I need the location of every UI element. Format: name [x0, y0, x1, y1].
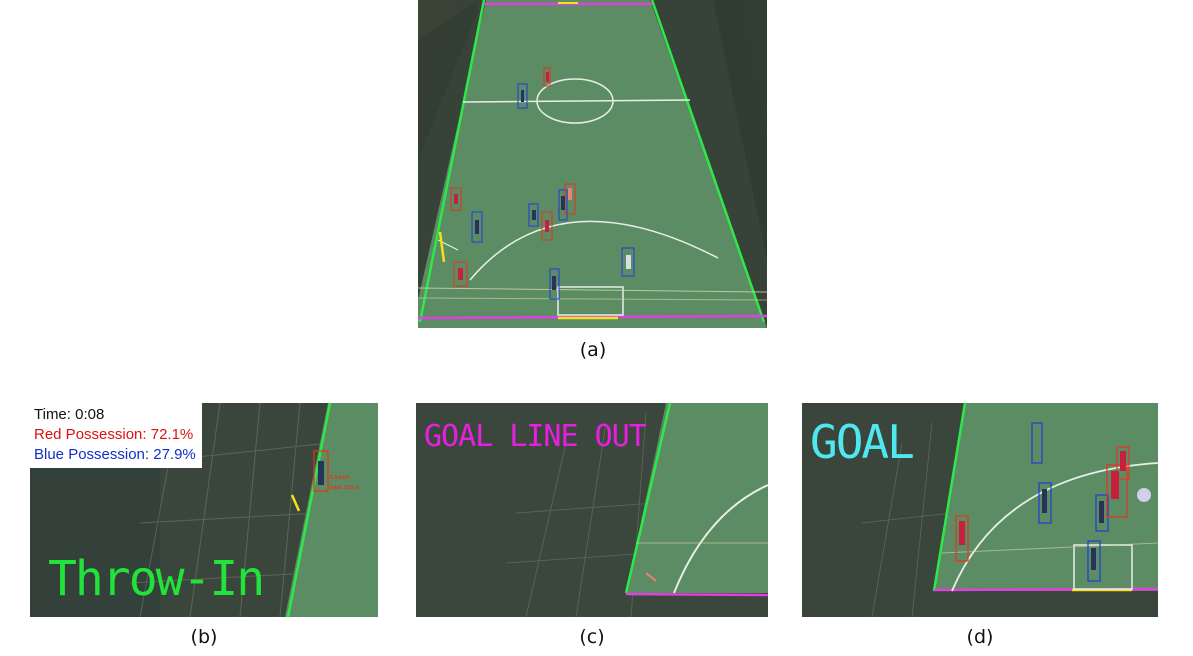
player-boxes [450, 67, 635, 300]
field-overview-image [418, 0, 767, 328]
event-label-throw-in: Throw-In [48, 551, 265, 607]
svg-text:total: 15.6 m: total: 15.6 m [330, 485, 360, 491]
svg-text:6.3 km/h: 6.3 km/h [330, 475, 350, 481]
goal-line-out-image [416, 403, 768, 617]
blue-possession: Blue Possession: 27.9% [34, 446, 196, 463]
panel-b-throw-in: 6.3 km/h total: 15.6 m Time: 0:08 Red Po… [30, 403, 378, 617]
event-label-goal: GOAL [810, 415, 915, 469]
goal-image [802, 403, 1158, 617]
panel-a-field-overview [418, 0, 767, 328]
red-possession: Red Possession: 72.1% [34, 426, 194, 443]
possession-hud: Time: 0:08 Red Possession: 72.1% Blue Po… [30, 403, 202, 468]
event-label-goal-line-out: GOAL LINE OUT [424, 419, 647, 454]
caption-b: (b) [190, 626, 218, 648]
caption-d: (d) [966, 626, 994, 648]
caption-c: (c) [579, 626, 605, 648]
panel-d-goal: GOAL [802, 403, 1158, 617]
caption-a: (a) [579, 339, 607, 361]
match-time: Time: 0:08 [34, 406, 105, 423]
player-figures [454, 72, 631, 290]
panel-c-goal-line-out: GOAL LINE OUT [416, 403, 768, 617]
